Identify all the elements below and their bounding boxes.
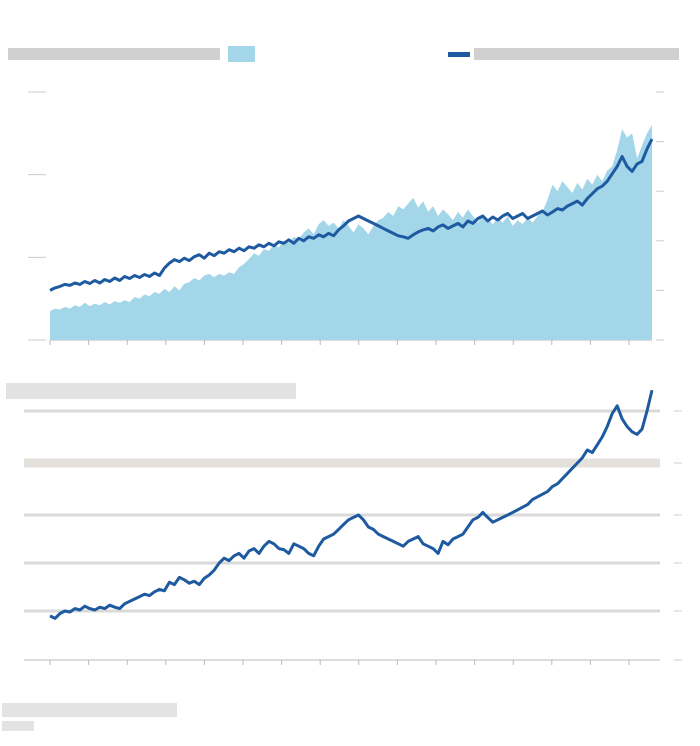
bottom-chart-gridlines <box>24 409 660 661</box>
bottom-line-series-path <box>49 389 654 620</box>
source-note-bar <box>2 703 177 717</box>
top-chart-right-axis <box>656 91 664 341</box>
source-note-bar-2 <box>2 721 34 731</box>
bottom-chart-x-axis <box>49 660 630 665</box>
legend-line-swatch <box>448 52 470 57</box>
legend-area-label-bar <box>8 48 220 60</box>
top-chart-line-series <box>49 138 654 292</box>
legend-area-swatch <box>228 46 255 62</box>
top-chart-x-axis <box>49 340 630 345</box>
bottom-chart-right-axis <box>674 410 682 661</box>
bottom-chart-line-series <box>49 389 654 620</box>
top-legend <box>8 46 679 62</box>
legend-line-label-bar <box>474 48 679 60</box>
line-series-path <box>49 138 654 292</box>
source-note <box>2 703 177 731</box>
top-chart-area-series <box>50 125 652 340</box>
bottom-chart-title-bar <box>6 383 296 399</box>
area-series-path <box>50 125 652 340</box>
